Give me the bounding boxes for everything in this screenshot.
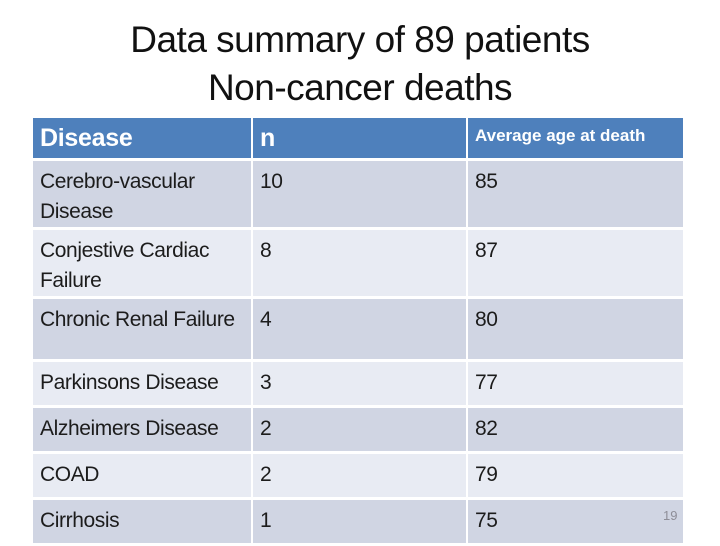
n-cell: 1 [253, 500, 468, 546]
table-row: Cirrhosis 1 75 [33, 500, 683, 546]
disease-cell: COAD [33, 454, 253, 500]
n-cell: 10 [253, 161, 468, 230]
disease-cell: Alzheimers Disease [33, 408, 253, 454]
n-cell: 3 [253, 362, 468, 408]
avg-age-cell: 79 [468, 454, 683, 500]
disease-cell: Conjestive Cardiac Failure [33, 230, 253, 299]
data-table: Disease n Average age at death Cerebro-v… [33, 118, 683, 546]
page-number: 19 [663, 508, 678, 523]
header-n: n [253, 118, 468, 161]
avg-age-cell: 75 [468, 500, 683, 546]
header-average-age: Average age at death [468, 118, 683, 161]
disease-cell: Chronic Renal Failure [33, 299, 253, 362]
title-line-2: Non-cancer deaths [207, 67, 513, 108]
table-row: Cerebro-vascular Disease 10 85 [33, 161, 683, 230]
avg-age-cell: 77 [468, 362, 683, 408]
avg-age-cell: 87 [468, 230, 683, 299]
avg-age-cell: 82 [468, 408, 683, 454]
avg-age-cell: 80 [468, 299, 683, 362]
header-disease: Disease [33, 118, 253, 161]
title-line-1: Data summary of 89 patients [130, 19, 590, 60]
slide-title: Data summary of 89 patients Non-cancer d… [0, 16, 720, 112]
disease-cell: Parkinsons Disease [33, 362, 253, 408]
disease-cell: Cerebro-vascular Disease [33, 161, 253, 230]
avg-age-cell: 85 [468, 161, 683, 230]
n-cell: 2 [253, 408, 468, 454]
table-row: Alzheimers Disease 2 82 [33, 408, 683, 454]
table-row: Conjestive Cardiac Failure 8 87 [33, 230, 683, 299]
n-cell: 8 [253, 230, 468, 299]
table-row: Chronic Renal Failure 4 80 [33, 299, 683, 362]
table-row: COAD 2 79 [33, 454, 683, 500]
n-cell: 4 [253, 299, 468, 362]
table-row: Parkinsons Disease 3 77 [33, 362, 683, 408]
n-cell: 2 [253, 454, 468, 500]
disease-cell: Cirrhosis [33, 500, 253, 546]
header-row: Disease n Average age at death [33, 118, 683, 161]
